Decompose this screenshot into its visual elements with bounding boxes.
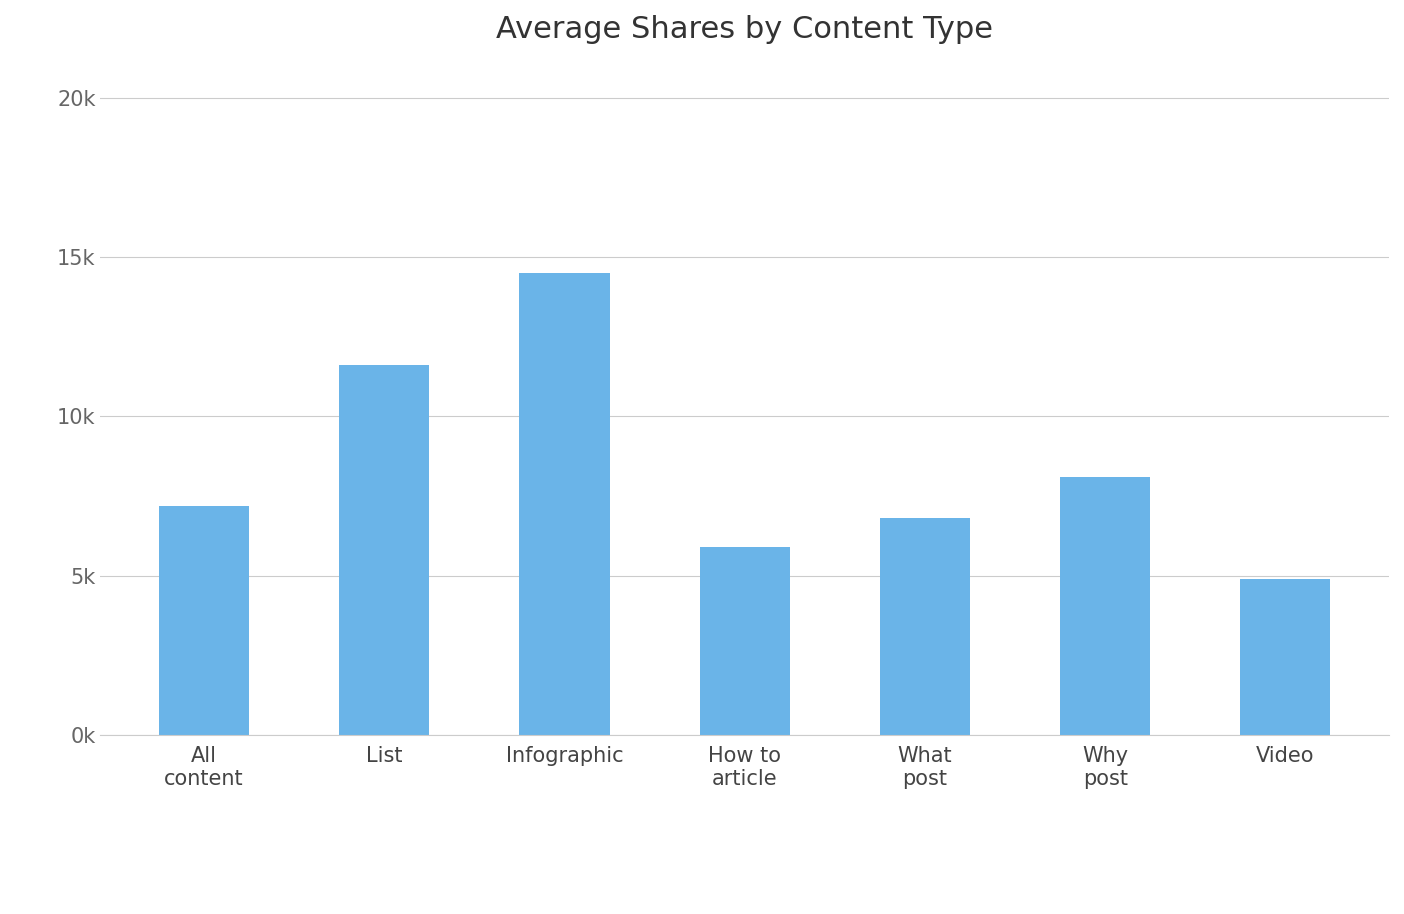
Text: BY NOAH KAGAN: BY NOAH KAGAN (72, 877, 188, 891)
Bar (340, 366, 430, 735)
Text: OkDork: OkDork (72, 842, 177, 866)
Bar (1240, 579, 1331, 735)
Bar (880, 518, 970, 735)
Bar (519, 273, 609, 735)
Bar (159, 505, 249, 735)
Text: Buzzsumo: Buzzsumo (1038, 849, 1210, 878)
Title: Average Shares by Content Type: Average Shares by Content Type (496, 15, 993, 44)
Text: )))): )))) (1287, 854, 1328, 874)
Bar (699, 547, 790, 735)
Bar (1060, 477, 1150, 735)
